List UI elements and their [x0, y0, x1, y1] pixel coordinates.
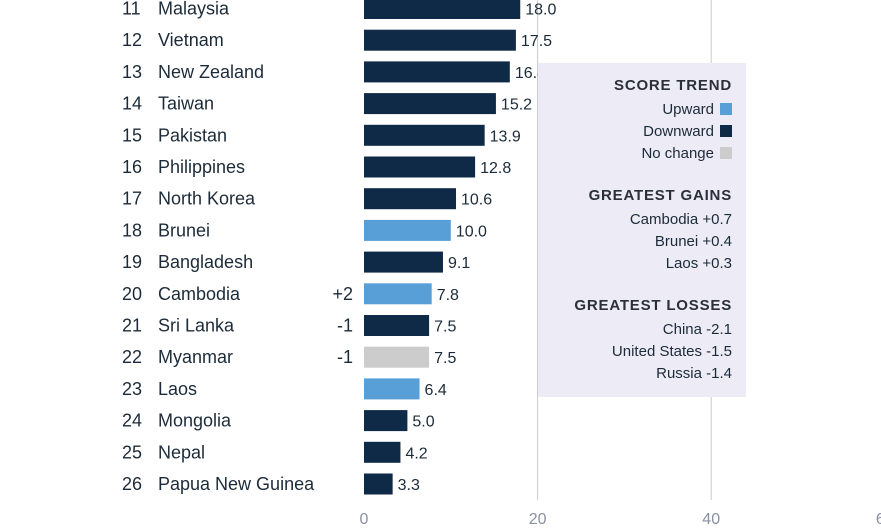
greatest-losses-title: GREATEST LOSSES	[574, 297, 732, 314]
x-tick-label: 20	[529, 511, 547, 528]
legend-downward-label: Downward	[643, 123, 714, 140]
rank-label: 13	[122, 62, 142, 82]
country-label: Pakistan	[158, 125, 227, 145]
rank-label: 16	[122, 157, 142, 177]
bar	[364, 188, 457, 210]
gain-item: Brunei +0.4	[654, 233, 732, 250]
rank-change-label: +2	[332, 284, 353, 304]
value-label: 12.8	[480, 160, 511, 177]
bar	[364, 219, 451, 241]
rank-label: 22	[122, 347, 142, 367]
bar	[364, 93, 496, 115]
bar	[364, 0, 521, 19]
legend-upward: Upward	[538, 99, 732, 121]
country-label: Philippines	[158, 157, 245, 177]
loss-item: Russia -1.4	[656, 365, 732, 382]
rank-label: 19	[122, 252, 142, 272]
value-label: 10.6	[461, 192, 492, 209]
rank-label: 15	[122, 125, 142, 145]
country-label: Mongolia	[158, 411, 232, 431]
rank-label: 24	[122, 411, 142, 431]
country-label: Brunei	[158, 220, 210, 240]
country-label: Nepal	[158, 442, 205, 462]
bar	[364, 441, 401, 463]
rank-label: 18	[122, 220, 142, 240]
bar	[364, 124, 485, 146]
legend-no-change-label: No change	[641, 145, 714, 162]
value-label: 5.0	[412, 414, 434, 431]
score-trend-title: SCORE TREND	[614, 77, 732, 94]
bar	[364, 29, 516, 51]
rank-label: 20	[122, 284, 142, 304]
rank-change-label: -1	[337, 316, 353, 336]
country-label: Laos	[158, 379, 197, 399]
bar	[364, 315, 430, 336]
rank-label: 11	[122, 0, 141, 19]
downward-swatch	[720, 125, 732, 137]
bar	[364, 251, 443, 273]
country-label: Bangladesh	[158, 252, 253, 272]
bar	[364, 283, 432, 305]
loss-item: United States -1.5	[611, 343, 732, 360]
country-label: Malaysia	[158, 0, 230, 19]
bars	[364, 0, 521, 495]
country-label: Sri Lanka	[158, 316, 235, 336]
legend-panel: SCORE TREND Upward Downward No change GR…	[538, 63, 746, 397]
value-label: 13.9	[490, 128, 521, 145]
value-label: 10.0	[456, 223, 487, 240]
x-tick-label: 0	[360, 511, 369, 528]
bar	[364, 378, 420, 400]
bar	[364, 410, 408, 432]
country-label: Cambodia	[158, 284, 241, 304]
legend-downward: Downward	[538, 121, 732, 143]
country-label: Vietnam	[158, 30, 224, 50]
rank-change-label: -1	[337, 347, 353, 367]
x-tick-label: 40	[702, 511, 720, 528]
value-label: 4.2	[405, 445, 427, 462]
country-label: Taiwan	[158, 94, 214, 114]
value-label: 3.3	[398, 477, 420, 494]
value-label: 17.5	[521, 33, 552, 50]
x-axis-ticks: 020406080	[360, 511, 881, 528]
country-label: Papua New Guinea	[158, 474, 315, 494]
legend-no-change: No change	[538, 143, 732, 165]
rank-label: 21	[122, 316, 142, 336]
rank-label: 14	[122, 94, 142, 114]
gain-item: Cambodia +0.7	[629, 211, 732, 228]
rank-label: 25	[122, 442, 142, 462]
value-label: 6.4	[425, 382, 447, 399]
rank-label: 17	[122, 189, 142, 209]
greatest-gains-title: GREATEST GAINS	[588, 187, 732, 204]
upward-swatch	[720, 103, 732, 115]
value-label: 7.8	[437, 287, 459, 304]
value-label: 15.2	[501, 97, 532, 114]
bar	[364, 346, 430, 368]
loss-item: China -2.1	[662, 321, 732, 338]
value-label: 9.1	[448, 255, 470, 272]
rank-label: 26	[122, 474, 142, 494]
country-label: North Korea	[158, 189, 256, 209]
country-label: Myanmar	[158, 347, 233, 367]
value-label: 7.5	[434, 319, 456, 336]
bar	[364, 473, 393, 495]
rank-label: 12	[122, 30, 142, 50]
x-tick-label: 60	[876, 511, 881, 528]
value-label: 18.0	[525, 2, 556, 19]
country-label: New Zealand	[158, 62, 264, 82]
rank-label: 23	[122, 379, 142, 399]
no-change-swatch	[720, 147, 732, 159]
bar	[364, 61, 510, 83]
bar	[364, 156, 476, 178]
value-label: 7.5	[434, 350, 456, 367]
gain-item: Laos +0.3	[665, 255, 732, 272]
legend-upward-label: Upward	[662, 101, 714, 118]
